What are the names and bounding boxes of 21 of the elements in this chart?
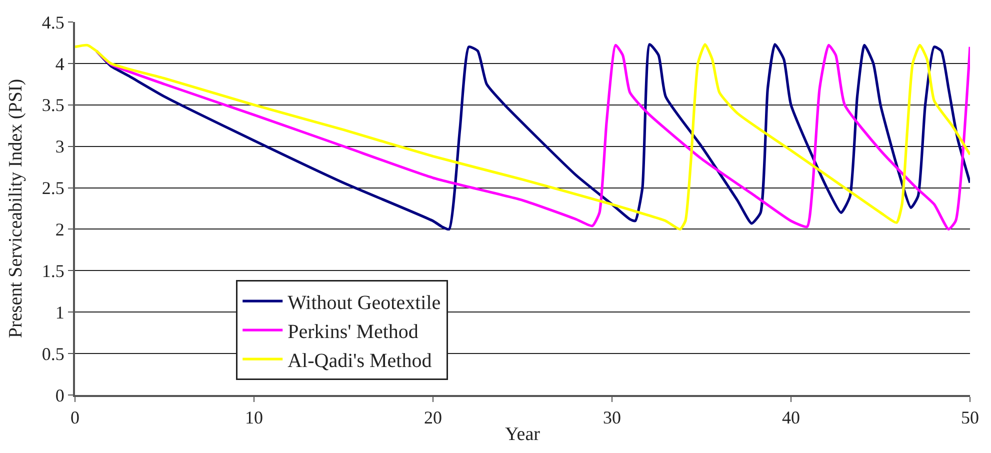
y-tick-label: 2 xyxy=(55,220,64,240)
x-tick-label: 50 xyxy=(961,408,979,428)
y-tick-label: 4 xyxy=(55,54,64,74)
y-tick-label: 3.5 xyxy=(42,95,64,116)
y-tick-label: 3 xyxy=(55,136,64,157)
x-tick-label: 0 xyxy=(70,408,80,428)
legend-label: Al-Qadi's Method xyxy=(288,350,432,372)
y-tick-label: 1 xyxy=(55,302,64,322)
y-tick-label: 2.5 xyxy=(42,178,64,198)
legend-label: Perkins' Method xyxy=(288,320,418,343)
x-tick-label: 30 xyxy=(603,408,621,428)
x-tick-label: 40 xyxy=(782,408,800,428)
y-tick-label: 0.5 xyxy=(42,344,64,364)
legend-label: Without Geotextile xyxy=(288,292,441,314)
y-tick-label: 0 xyxy=(55,385,64,406)
y-tick-label: 1.5 xyxy=(42,260,64,281)
x-tick-label: 20 xyxy=(424,408,442,428)
y-tick-label: 4.5 xyxy=(42,12,64,32)
x-tick-label: 10 xyxy=(245,408,263,428)
x-axis-title: Year xyxy=(504,424,541,445)
y-axis-title: Present Serviceability Index (PSI) xyxy=(5,78,26,338)
